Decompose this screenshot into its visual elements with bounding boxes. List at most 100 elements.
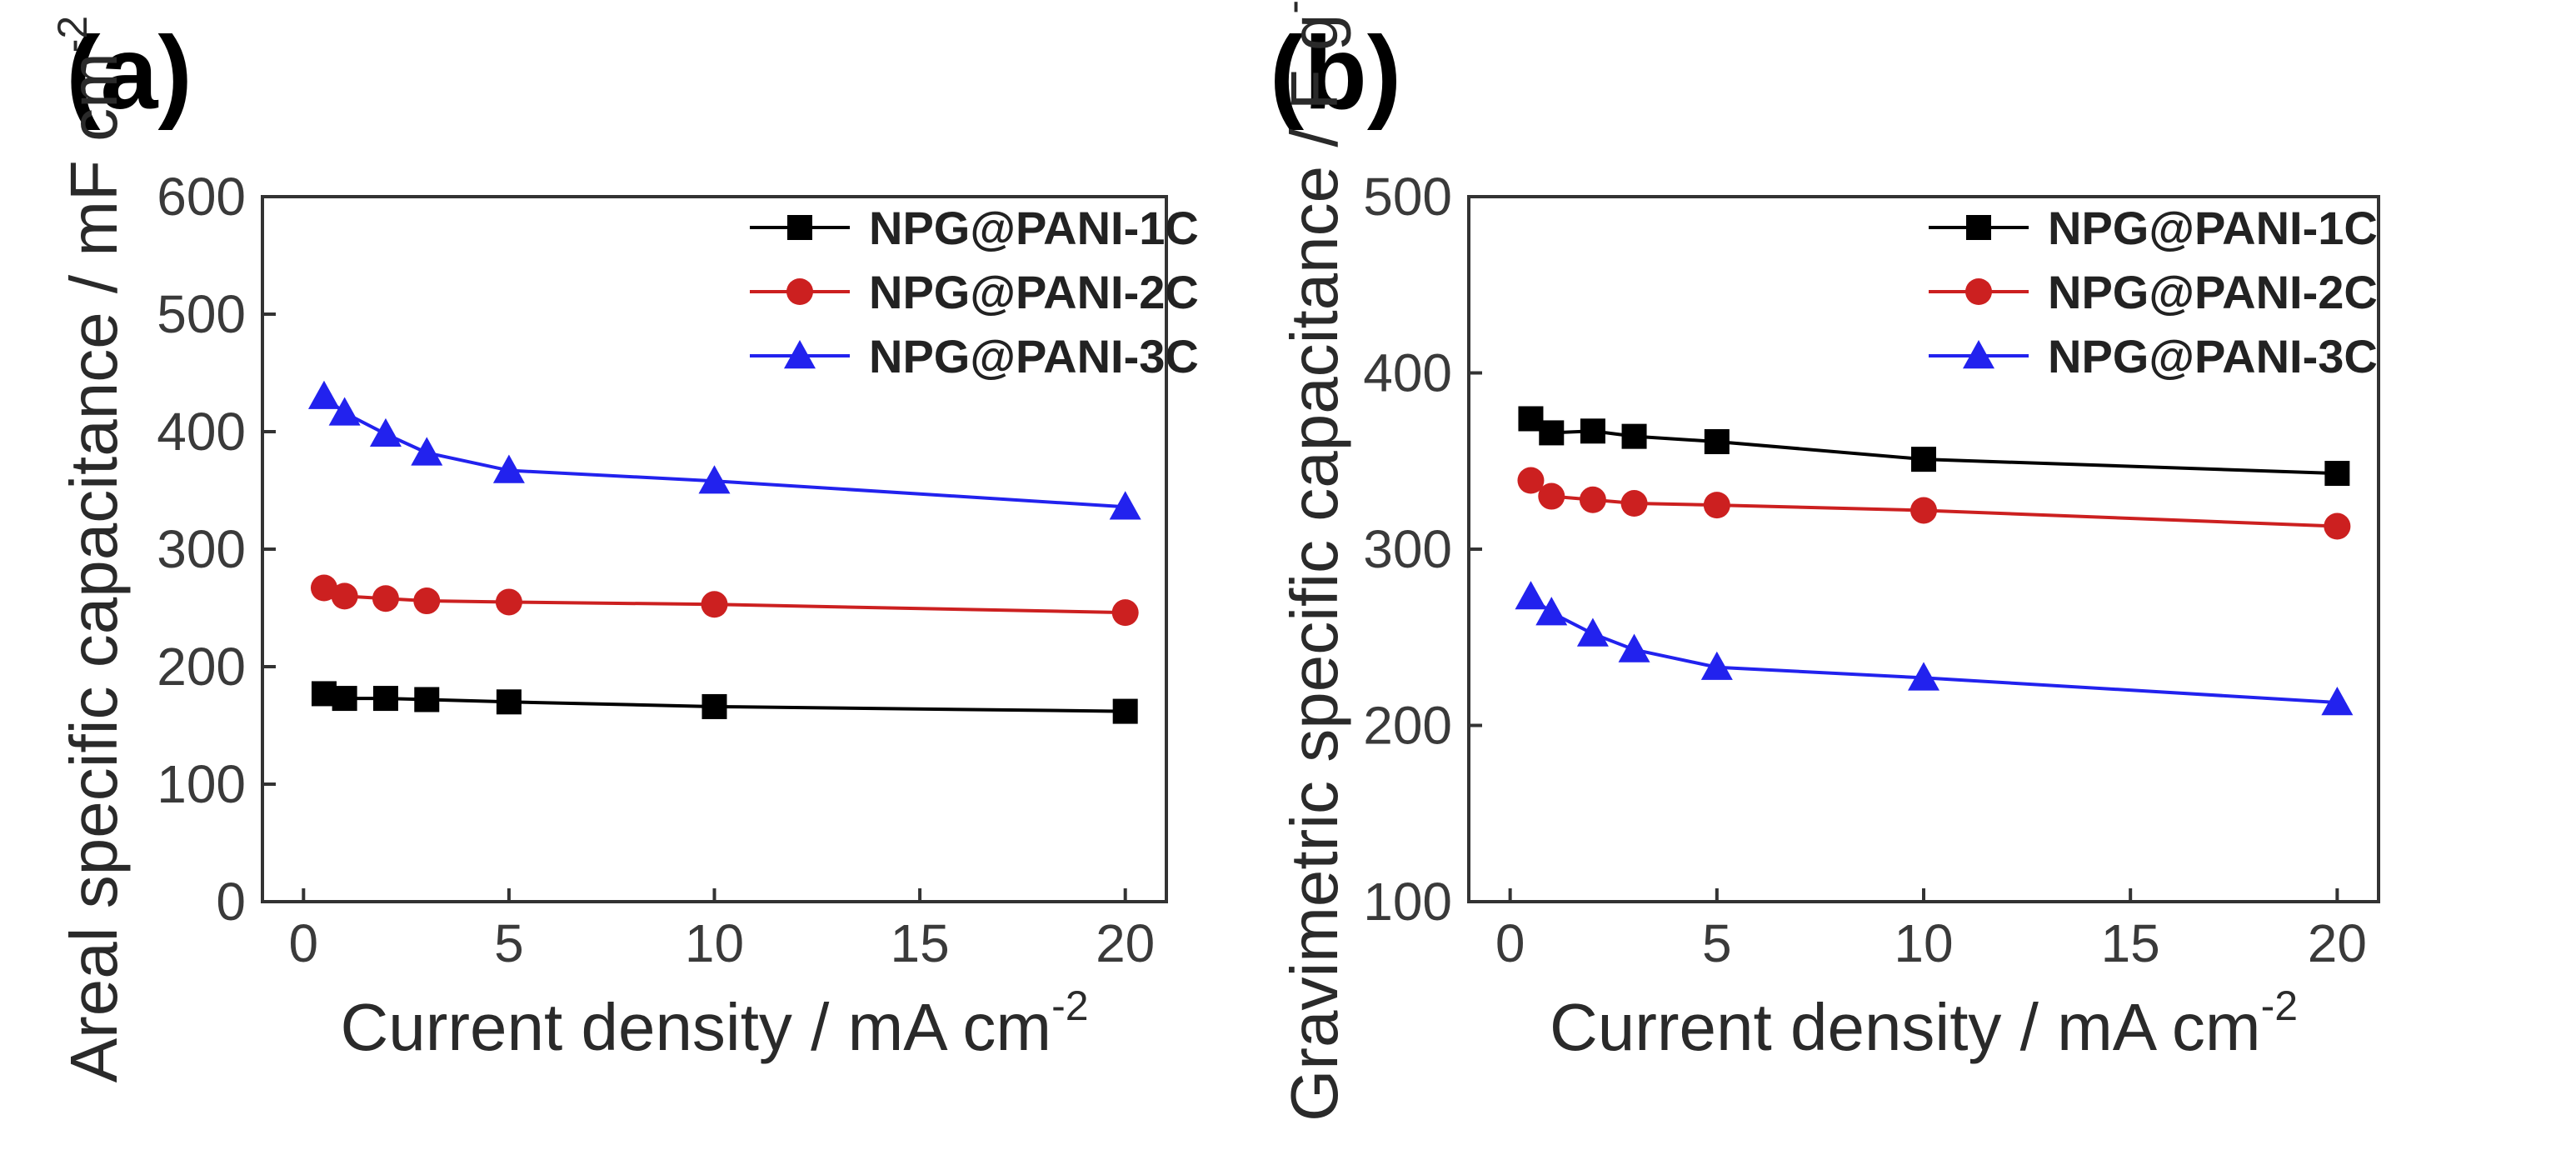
- legend-label: NPG@PANI-2C: [2048, 266, 2378, 318]
- y-tick-label: 500: [157, 284, 246, 344]
- data-point: [1517, 467, 1545, 494]
- data-point: [2321, 687, 2354, 716]
- data-point: [1621, 423, 1647, 449]
- data-point: [307, 380, 340, 409]
- y-tick-label: 400: [1363, 343, 1452, 403]
- series-NPG@PANI-1C: [311, 681, 1138, 724]
- data-point: [1911, 447, 1936, 472]
- legend-marker: [1965, 278, 1992, 305]
- data-point: [1618, 633, 1650, 662]
- panel-label: (a): [66, 16, 192, 131]
- x-tick-label: 10: [685, 913, 744, 973]
- x-tick-label: 15: [2101, 913, 2160, 973]
- legend-label: NPG@PANI-1C: [2048, 202, 2378, 254]
- legend-label: NPG@PANI-2C: [869, 266, 1199, 318]
- legend-entry: NPG@PANI-1C: [750, 202, 1199, 254]
- y-tick-label: 300: [1363, 519, 1452, 579]
- data-point: [372, 585, 399, 612]
- data-point: [701, 591, 728, 618]
- data-point: [1580, 418, 1605, 444]
- data-point: [1538, 482, 1565, 510]
- data-point: [2324, 461, 2350, 487]
- chart-panel-b: (b) 0 5 10 15 20 100 200 300 400 500 Current densit…: [1270, 0, 2380, 1122]
- legend-label: NPG@PANI-3C: [2048, 330, 2378, 382]
- y-tick-label: 400: [157, 402, 246, 462]
- data-point: [1620, 490, 1648, 518]
- x-tick-label: 10: [1894, 913, 1953, 973]
- legend-label: NPG@PANI-3C: [869, 330, 1199, 382]
- data-point: [701, 693, 727, 719]
- y-axis-title: Areal specific capacitance / mF cm-2: [49, 16, 131, 1082]
- legend-marker: [1963, 340, 1994, 369]
- data-point: [1704, 428, 1730, 454]
- y-axis-title-superscript: -1: [1270, 0, 1316, 14]
- y-axis-title-text: Areal specific capacitance / mF cm: [57, 52, 131, 1082]
- series-NPG@PANI-1C: [1518, 406, 2350, 487]
- panel-label: (b): [1270, 16, 1401, 131]
- y-tick-label: 500: [1363, 167, 1452, 227]
- data-point: [698, 465, 731, 494]
- data-point: [1703, 492, 1730, 519]
- legend-entry: NPG@PANI-2C: [1929, 266, 2378, 318]
- data-point: [413, 588, 441, 615]
- y-tick-label: 100: [157, 754, 246, 814]
- data-point: [492, 454, 525, 483]
- y-tick-label: 200: [157, 637, 246, 697]
- legend-label: NPG@PANI-1C: [869, 202, 1199, 254]
- data-point: [372, 686, 398, 712]
- x-tick-label: 0: [289, 913, 319, 973]
- y-tick-label: 600: [157, 167, 246, 227]
- x-axis-title: Current density / mA cm-2: [1550, 982, 2298, 1064]
- x-axis-title-superscript: -2: [2261, 982, 2298, 1029]
- data-point: [1579, 486, 1606, 513]
- series-NPG@PANI-2C: [310, 574, 1139, 627]
- legend-entry: NPG@PANI-1C: [1929, 202, 2378, 254]
- y-axis-title-text: Gravimetric specific capacitance / F g: [1277, 14, 1351, 1122]
- x-tick-label: 20: [1096, 913, 1155, 973]
- data-point: [495, 588, 522, 616]
- data-point: [1539, 420, 1565, 446]
- data-point: [1535, 597, 1568, 626]
- x-tick-label: 15: [890, 913, 949, 973]
- y-axis-title: Gravimetric specific capacitance / F g-1: [1270, 0, 1351, 1122]
- series-NPG@PANI-2C: [1517, 467, 2351, 540]
- data-point: [369, 418, 402, 448]
- data-point: [411, 437, 443, 466]
- legend-marker: [1966, 215, 1991, 240]
- x-axis-title-text: Current density / mA cm: [1550, 990, 2261, 1064]
- data-point: [1910, 497, 1937, 524]
- data-point: [1908, 662, 1939, 691]
- data-point: [1112, 698, 1138, 724]
- data-point: [328, 397, 361, 426]
- y-tick-label: 0: [216, 872, 246, 932]
- data-point: [2324, 512, 2351, 540]
- data-point: [1515, 581, 1547, 610]
- series-NPG@PANI-3C: [307, 380, 1141, 520]
- data-point: [332, 686, 357, 712]
- data-point: [331, 582, 358, 610]
- y-tick-label: 300: [157, 519, 246, 579]
- x-tick-label: 0: [1495, 913, 1525, 973]
- legend-marker: [786, 278, 813, 305]
- x-axis-title: Current density / mA cm-2: [340, 982, 1088, 1064]
- legend-marker: [787, 215, 812, 240]
- data-point: [1576, 618, 1609, 647]
- legend-entry: NPG@PANI-2C: [750, 266, 1199, 318]
- series-NPG@PANI-3C: [1515, 581, 2354, 716]
- data-point: [414, 687, 440, 712]
- y-tick-label: 200: [1363, 696, 1452, 756]
- x-tick-label: 5: [1702, 913, 1732, 973]
- data-point: [1700, 651, 1733, 680]
- x-axis-title-text: Current density / mA cm: [340, 990, 1051, 1064]
- data-point: [310, 574, 337, 602]
- legend-marker: [784, 340, 816, 369]
- data-point: [1109, 491, 1141, 520]
- data-point: [496, 689, 522, 715]
- y-axis-title-superscript: -2: [49, 16, 96, 52]
- x-axis-title-superscript: -2: [1051, 982, 1088, 1029]
- x-tick-label: 5: [494, 913, 524, 973]
- y-tick-label: 100: [1363, 872, 1452, 932]
- legend-entry: NPG@PANI-3C: [750, 330, 1199, 382]
